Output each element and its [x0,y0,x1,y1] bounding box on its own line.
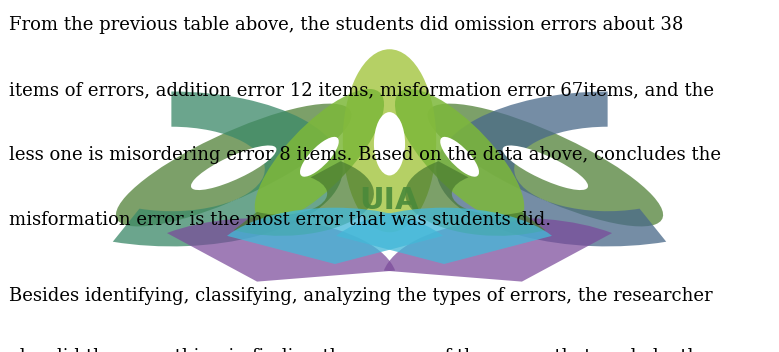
Text: Besides identifying, classifying, analyzing the types of errors, the researcher: Besides identifying, classifying, analyz… [9,287,713,305]
Wedge shape [336,208,552,264]
Text: misformation error is the most error that was students did.: misformation error is the most error tha… [9,211,552,229]
Ellipse shape [502,145,588,190]
Wedge shape [167,218,395,282]
Ellipse shape [255,89,384,222]
Text: From the previous table above, the students did omission errors about 38: From the previous table above, the stude… [9,16,684,34]
Ellipse shape [116,103,351,226]
Ellipse shape [440,137,479,177]
Wedge shape [405,161,545,236]
Ellipse shape [343,49,436,232]
Wedge shape [384,218,612,282]
Ellipse shape [374,112,405,175]
Text: UIA: UIA [360,186,419,215]
Wedge shape [234,161,374,236]
Ellipse shape [300,137,339,177]
Wedge shape [113,92,343,246]
Text: items of errors, addition error 12 items, misformation error 67items, and the: items of errors, addition error 12 items… [9,81,714,99]
Wedge shape [436,92,666,246]
Text: less one is misordering error 8 items. Based on the data above, concludes the: less one is misordering error 8 items. B… [9,146,721,164]
Ellipse shape [428,103,663,226]
Ellipse shape [395,89,524,222]
Ellipse shape [191,145,277,190]
Wedge shape [227,208,443,264]
Text: also did the same thing in finding the sources of the errors that made by the: also did the same thing in finding the s… [9,348,710,352]
